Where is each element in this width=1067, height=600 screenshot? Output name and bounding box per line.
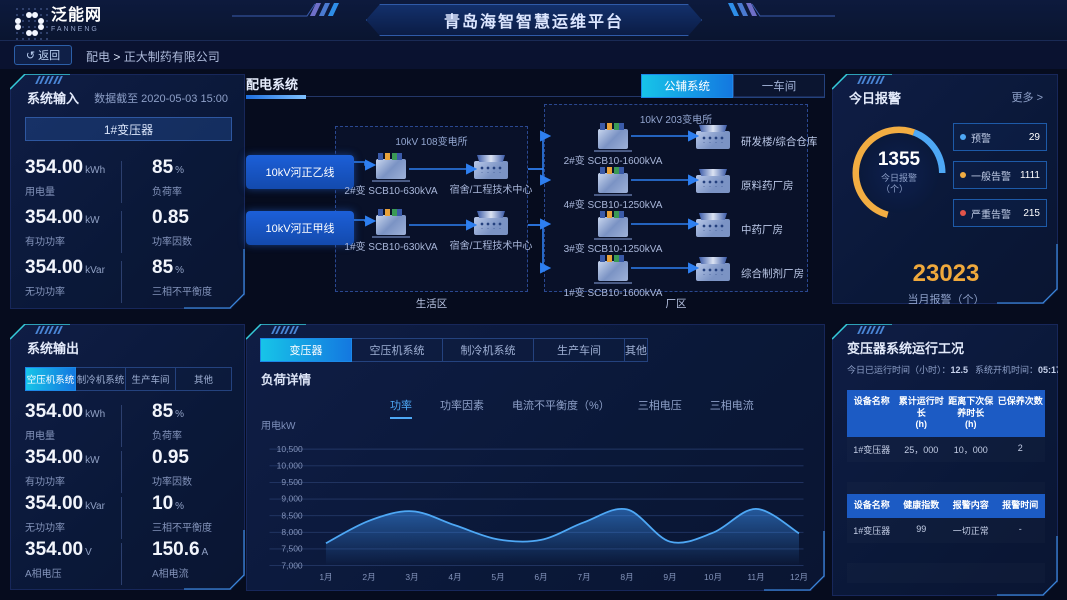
svg-text:12月: 12月 — [790, 572, 808, 582]
svg-text:6月: 6月 — [534, 572, 547, 582]
svg-text:8,000: 8,000 — [281, 527, 303, 537]
svg-text:9,000: 9,000 — [281, 494, 303, 504]
svg-text:1月: 1月 — [319, 572, 332, 582]
svg-text:10,500: 10,500 — [277, 444, 303, 454]
svg-text:3月: 3月 — [405, 572, 418, 582]
svg-text:10月: 10月 — [704, 572, 722, 582]
svg-text:7,000: 7,000 — [281, 560, 303, 570]
svg-text:2月: 2月 — [362, 572, 375, 582]
svg-text:10,000: 10,000 — [277, 460, 303, 470]
svg-text:7月: 7月 — [577, 572, 590, 582]
svg-text:5月: 5月 — [491, 572, 504, 582]
svg-text:4月: 4月 — [448, 572, 461, 582]
svg-text:7,500: 7,500 — [281, 544, 303, 554]
svg-text:9,500: 9,500 — [281, 477, 303, 487]
svg-text:8,500: 8,500 — [281, 510, 303, 520]
svg-text:11月: 11月 — [747, 572, 764, 582]
svg-text:8月: 8月 — [620, 572, 633, 582]
svg-text:9月: 9月 — [663, 572, 676, 582]
